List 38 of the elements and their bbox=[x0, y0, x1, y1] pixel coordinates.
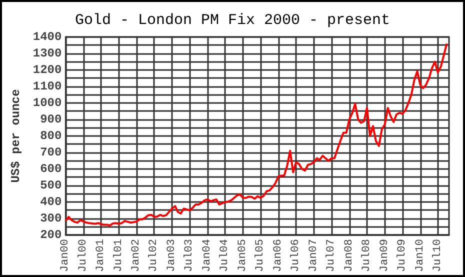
y-tick-label: 1000 bbox=[32, 96, 62, 110]
x-tick-label: Jan05 bbox=[237, 238, 250, 272]
x-tick-label: Jan06 bbox=[272, 238, 284, 272]
x-tick-label: Jan08 bbox=[343, 238, 356, 272]
y-tick-label: 900 bbox=[40, 112, 62, 126]
line-series bbox=[64, 42, 448, 226]
x-tick-label: Jul06 bbox=[290, 238, 302, 272]
y-tick-label: 600 bbox=[40, 162, 62, 176]
x-tick-label: Jul07 bbox=[325, 238, 338, 272]
x-tick-label: Jan00 bbox=[60, 238, 72, 272]
x-tick-label: Jul03 bbox=[184, 238, 196, 272]
y-tick-label: 1400 bbox=[32, 30, 62, 44]
x-tick-label: Jan03 bbox=[166, 238, 178, 272]
y-tick-label: 1200 bbox=[32, 63, 62, 77]
chart-title: Gold - London PM Fix 2000 - present bbox=[74, 12, 390, 29]
x-tick-label: Jul05 bbox=[254, 238, 267, 272]
x-tick-label: Jul10 bbox=[432, 238, 444, 272]
x-tick-label: Jan01 bbox=[95, 238, 108, 272]
y-axis-title: US$ per ounce bbox=[9, 89, 23, 183]
x-tick-label: Jul08 bbox=[360, 238, 373, 272]
x-tick-label: Jul01 bbox=[112, 238, 125, 272]
y-tick-label: 1100 bbox=[32, 80, 62, 94]
x-tick-label: Jan10 bbox=[414, 238, 426, 272]
x-tick-label: Jul09 bbox=[396, 238, 408, 272]
y-tick-label: 200 bbox=[40, 228, 62, 242]
y-tick-label: 400 bbox=[40, 194, 62, 209]
x-tick-label: Jan07 bbox=[308, 238, 320, 272]
x-tick-label: Jan02 bbox=[130, 238, 143, 272]
y-tick-label: 700 bbox=[40, 145, 62, 160]
x-tick-label: Jul04 bbox=[219, 238, 232, 272]
x-tick-label: Jul00 bbox=[77, 238, 90, 272]
y-tick-label: 300 bbox=[40, 211, 62, 226]
x-tick-label: Jul02 bbox=[148, 238, 160, 272]
y-tick-label: 800 bbox=[40, 128, 62, 143]
x-tick-label: Jan04 bbox=[202, 238, 214, 272]
x-tick-label: Jan09 bbox=[378, 238, 391, 272]
y-tick-label: 1300 bbox=[32, 46, 62, 60]
y-tick-label: 500 bbox=[40, 178, 62, 192]
